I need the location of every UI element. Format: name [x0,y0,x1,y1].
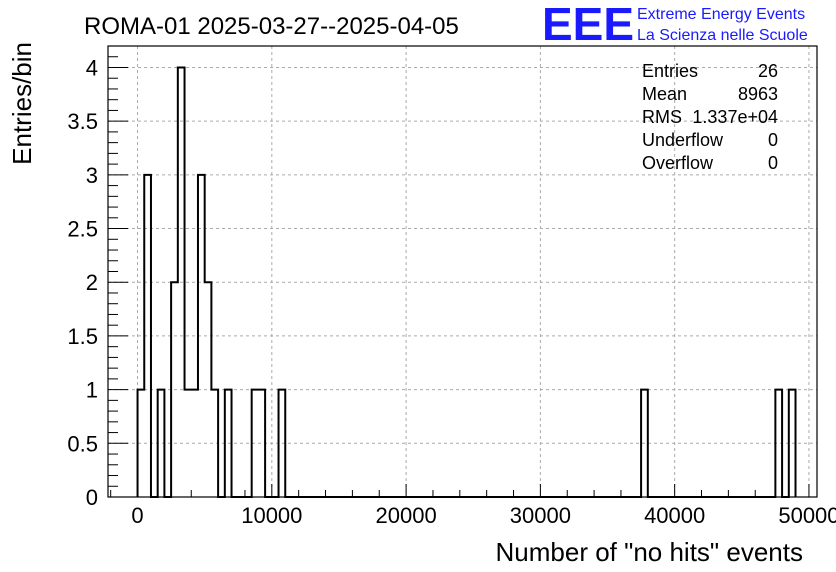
x-tick-label: 30000 [510,503,571,528]
y-tick-label: 1.5 [67,324,98,349]
stat-label: Overflow [642,153,714,173]
y-axis-title: Entries/bin [7,42,37,165]
y-axis: 0 0.5 1 1.5 2 2.5 3 3.5 4 [67,55,128,510]
y-tick-label: 3.5 [67,109,98,134]
grid-lines [108,46,817,497]
eee-logo: EEE Extreme Energy Events La Scienza nel… [542,0,808,50]
y-tick-label: 4 [86,55,98,80]
x-tick-label: 50000 [778,503,836,528]
stat-value: 1.337e+04 [692,107,778,127]
x-tick-label: 0 [131,503,143,528]
stat-value: 0 [768,153,778,173]
stats-box: Entries 26 Mean 8963 RMS 1.337e+04 Underflow 0 O… [642,61,778,173]
stat-label: RMS [642,107,682,127]
stat-label: Mean [642,84,687,104]
y-tick-label: 2.5 [67,217,98,242]
x-axis-title: Number of "no hits" events [496,537,804,567]
stat-label: Entries [642,61,698,81]
stat-value: 8963 [738,84,778,104]
x-axis: 0 10000 20000 30000 40000 50000 [110,484,836,528]
x-tick-label: 20000 [376,503,437,528]
y-tick-label: 2 [86,270,98,295]
y-tick-label: 0 [86,485,98,510]
stat-value: 26 [758,61,778,81]
y-tick-label: 1 [86,378,98,403]
logo-line-2: La Scienza nelle Scuole [637,27,808,44]
stat-value: 0 [768,130,778,150]
y-tick-label: 0.5 [67,431,98,456]
x-tick-label: 40000 [644,503,705,528]
y-tick-label: 3 [86,163,98,188]
logo-line-1: Extreme Energy Events [637,6,805,23]
chart-title: ROMA-01 2025-03-27--2025-04-05 [84,13,459,40]
stat-label: Underflow [642,130,724,150]
logo-mark: EEE [542,0,634,50]
x-tick-label: 10000 [241,503,302,528]
